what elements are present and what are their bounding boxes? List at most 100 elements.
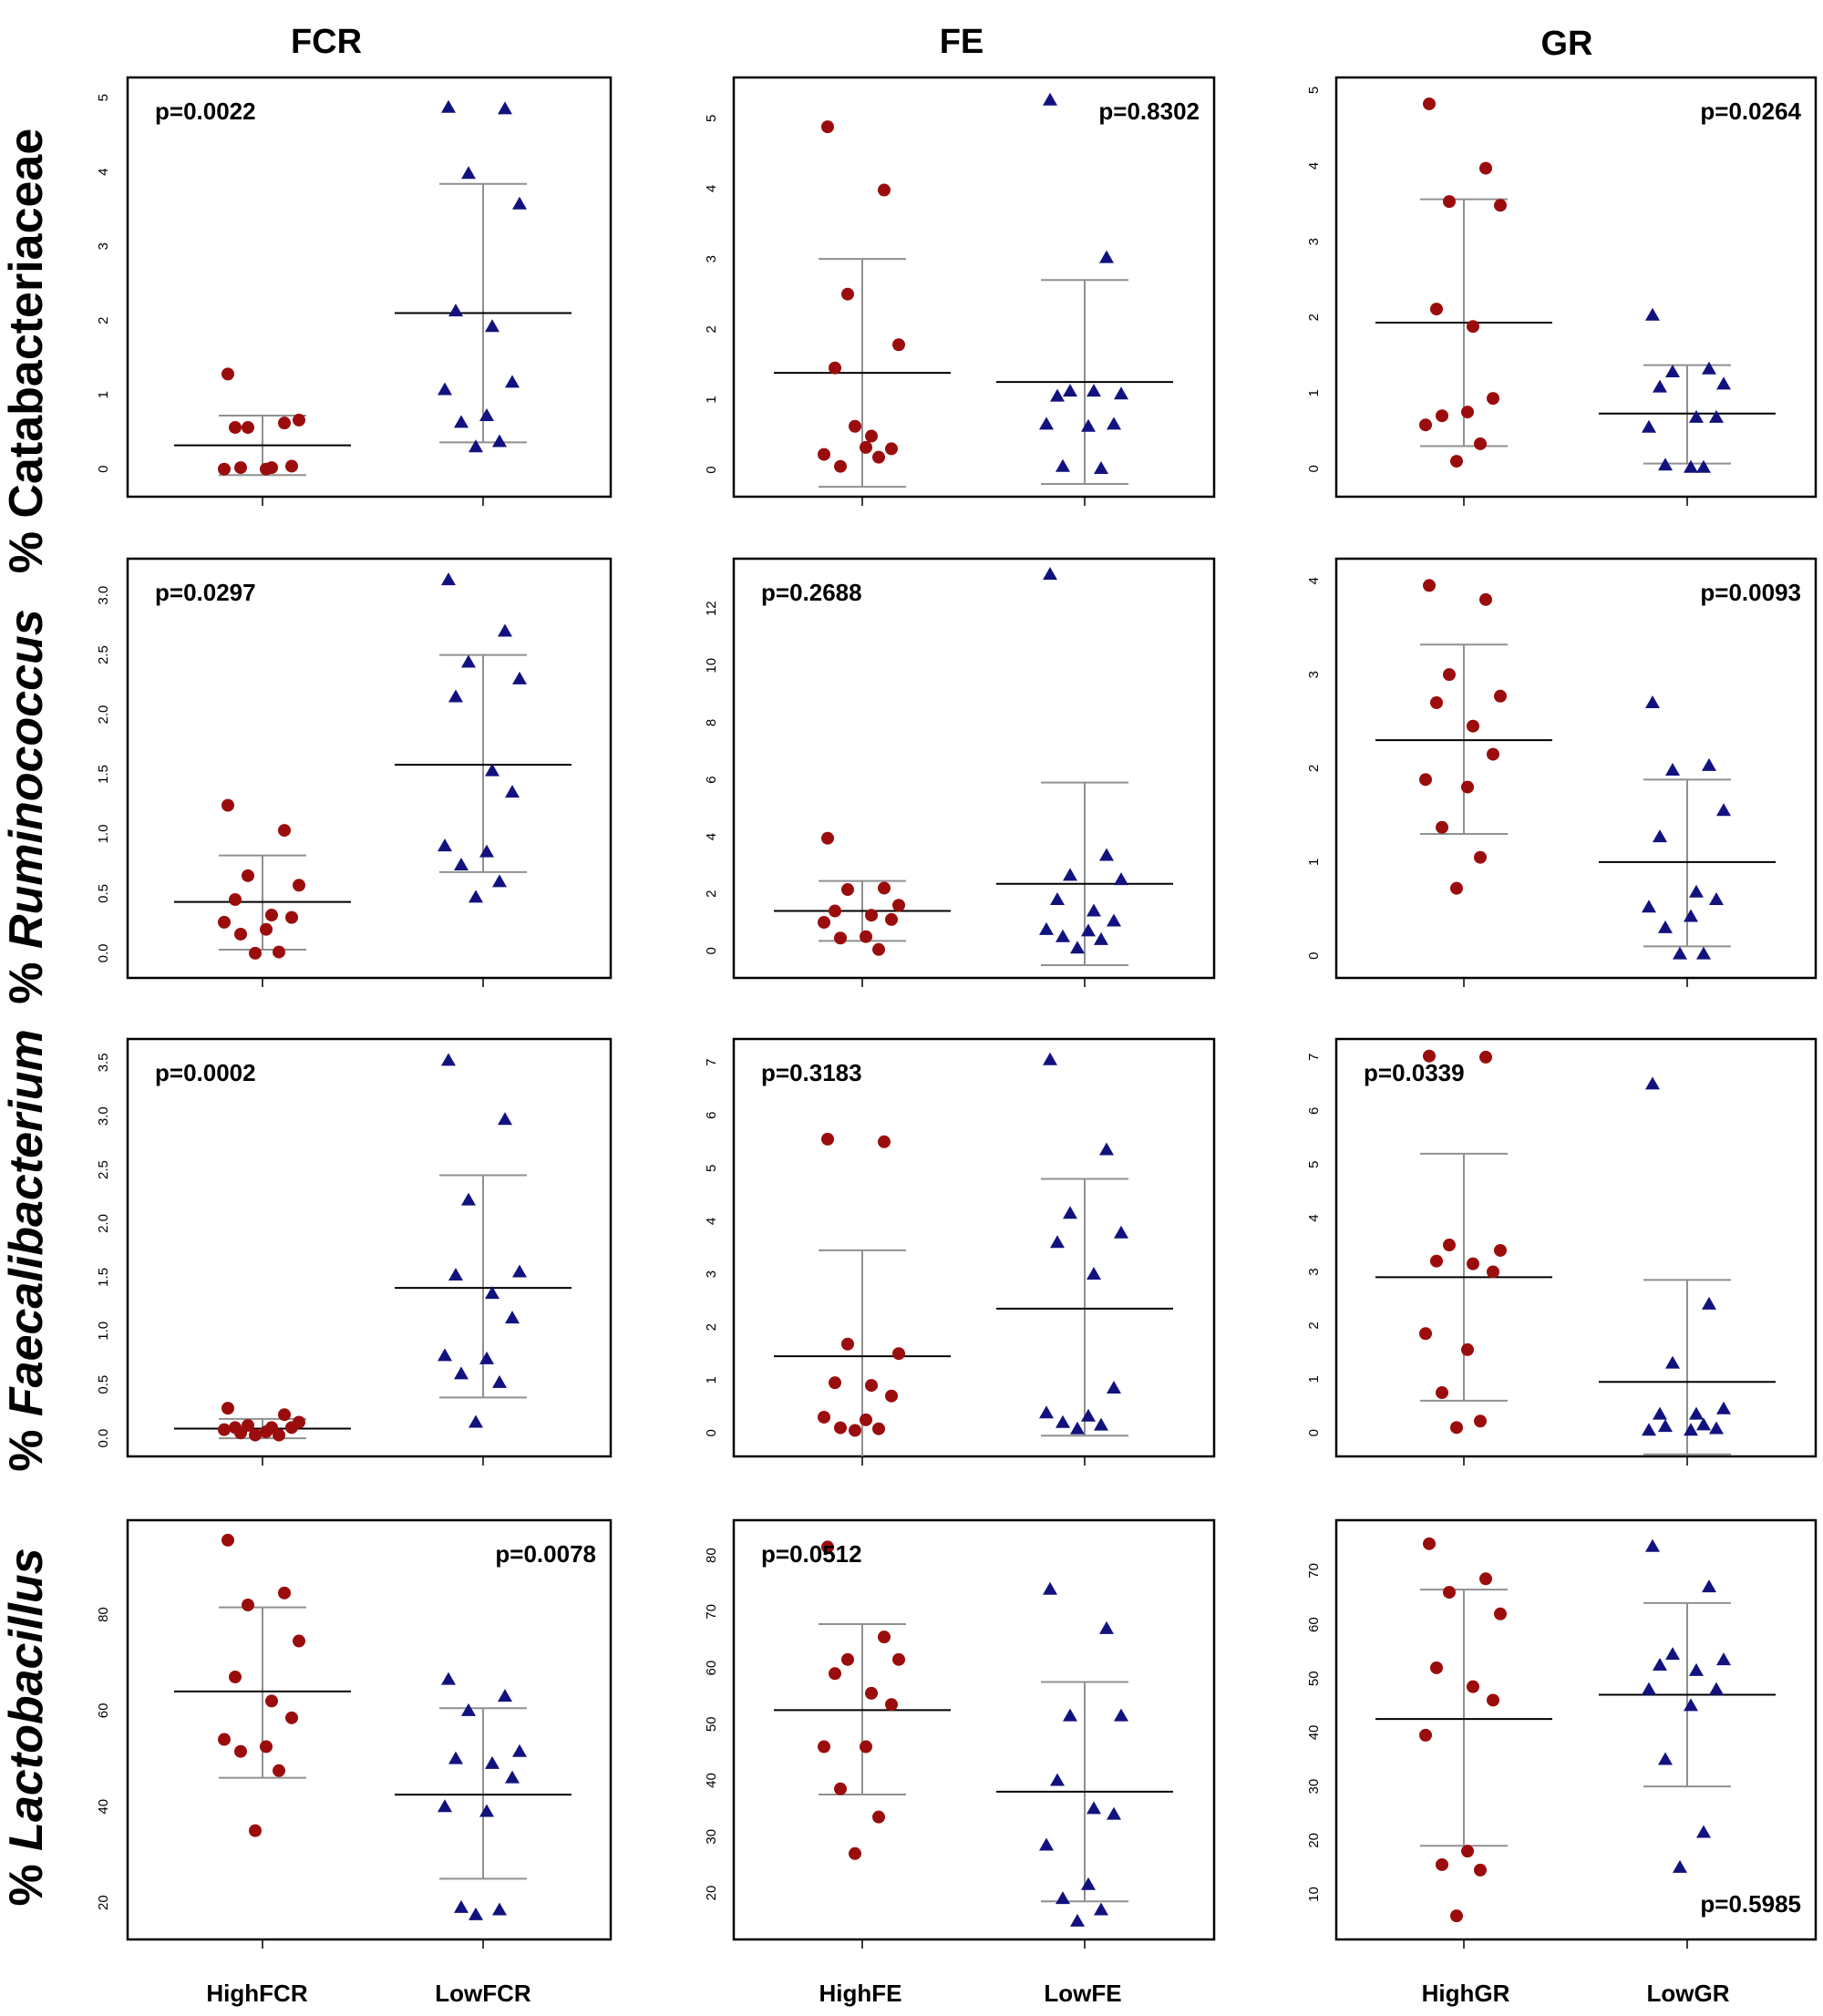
data-point bbox=[1467, 1680, 1479, 1693]
p-value-label: p=0.0093 bbox=[1700, 579, 1801, 606]
data-point bbox=[834, 931, 847, 945]
data-point bbox=[1665, 763, 1680, 777]
data-point bbox=[1461, 1342, 1474, 1356]
data-point bbox=[293, 879, 305, 892]
data-point bbox=[1099, 848, 1114, 861]
data-point bbox=[1716, 1401, 1731, 1414]
data-point bbox=[1443, 1239, 1456, 1252]
data-point bbox=[1673, 946, 1687, 960]
data-point bbox=[1696, 1825, 1711, 1838]
data-point bbox=[1430, 303, 1443, 316]
y-tick-label: 2.5 bbox=[96, 645, 111, 664]
y-tick-label: 1 bbox=[1306, 859, 1322, 866]
y-tick-label: 1.5 bbox=[96, 765, 111, 784]
data-point bbox=[469, 439, 483, 453]
data-point bbox=[234, 461, 247, 475]
data-point bbox=[892, 1652, 905, 1666]
data-point bbox=[229, 1671, 242, 1684]
data-point bbox=[1050, 892, 1065, 905]
data-point bbox=[1702, 361, 1716, 375]
data-point bbox=[1665, 365, 1680, 378]
data-point bbox=[829, 904, 841, 918]
plot-frame bbox=[126, 76, 613, 499]
data-point bbox=[1474, 850, 1487, 864]
data-point bbox=[1114, 386, 1128, 400]
data-point bbox=[1479, 1572, 1492, 1586]
data-point bbox=[1645, 1076, 1660, 1090]
column-titles: FCR FE GR bbox=[291, 23, 1593, 63]
plot-frame bbox=[732, 557, 1216, 980]
data-point bbox=[1684, 1698, 1698, 1712]
data-point bbox=[265, 1694, 278, 1708]
y-tick-label: 7 bbox=[1306, 1054, 1322, 1061]
data-point bbox=[885, 1389, 898, 1403]
data-point bbox=[249, 946, 262, 960]
data-point bbox=[1443, 1586, 1456, 1599]
group-label-lowgr: LowGR bbox=[1647, 1980, 1730, 2007]
y-tick-label: 2 bbox=[704, 325, 719, 333]
y-tick-label: 4 bbox=[96, 168, 111, 175]
data-point bbox=[1684, 1423, 1698, 1436]
data-point bbox=[1474, 1863, 1487, 1877]
data-point bbox=[860, 440, 872, 454]
y-tick-label: 20 bbox=[1306, 1833, 1322, 1848]
panel-r3-c2: 10 20 30 40 50 60 70 p=0.5985 bbox=[1306, 1518, 1818, 1949]
group-lowgr bbox=[1599, 1538, 1776, 1873]
p-value-label: p=0.2688 bbox=[761, 579, 862, 606]
data-point bbox=[1056, 1891, 1070, 1905]
data-point bbox=[1056, 458, 1070, 472]
data-point bbox=[454, 1366, 469, 1380]
data-point bbox=[865, 1686, 878, 1700]
data-point bbox=[872, 942, 885, 956]
data-point bbox=[441, 572, 456, 586]
data-point bbox=[1702, 757, 1716, 771]
data-point bbox=[249, 1824, 262, 1837]
data-point bbox=[860, 1740, 872, 1754]
data-point bbox=[885, 442, 898, 456]
y-tick-label: 3 bbox=[1306, 238, 1322, 245]
data-point bbox=[512, 1743, 527, 1757]
panel-r0-c2: 0 1 2 3 4 5 p=0.0264 bbox=[1306, 76, 1818, 506]
data-point bbox=[1081, 1877, 1096, 1890]
data-point bbox=[1063, 868, 1077, 881]
data-point bbox=[834, 1421, 847, 1435]
group-lowfcr bbox=[395, 1053, 572, 1428]
data-point bbox=[1419, 1327, 1432, 1341]
data-point bbox=[448, 303, 463, 317]
data-point bbox=[1461, 780, 1474, 794]
data-point bbox=[1702, 1296, 1716, 1310]
data-point bbox=[1039, 1837, 1054, 1851]
data-point bbox=[1494, 199, 1507, 212]
data-point bbox=[273, 1428, 285, 1442]
group-highgr bbox=[1375, 1537, 1552, 1923]
data-point bbox=[829, 1667, 841, 1681]
data-point bbox=[1450, 1421, 1463, 1435]
plot-frame bbox=[732, 1518, 1216, 1941]
data-point bbox=[1423, 1049, 1436, 1063]
data-point bbox=[872, 1810, 885, 1824]
data-point bbox=[1653, 379, 1667, 393]
y-tick-label: 0 bbox=[1306, 952, 1322, 960]
data-point bbox=[285, 910, 298, 924]
data-point bbox=[1043, 1581, 1057, 1595]
group-label-lowfe: LowFE bbox=[1044, 1980, 1121, 2007]
data-point bbox=[865, 429, 878, 443]
y-tick-label: 3 bbox=[704, 255, 719, 262]
y-tick-label: 6 bbox=[1306, 1107, 1322, 1115]
y-tick-label: 1 bbox=[1306, 389, 1322, 396]
data-point bbox=[1063, 1206, 1077, 1219]
y-tick-label: 0 bbox=[704, 947, 719, 954]
data-point bbox=[1450, 455, 1463, 468]
data-point bbox=[1696, 459, 1711, 473]
data-point bbox=[234, 1426, 247, 1440]
group-label-highfe: HighFE bbox=[819, 1980, 902, 2007]
p-value-label: p=0.0297 bbox=[155, 579, 256, 606]
data-point bbox=[1056, 929, 1070, 942]
data-point bbox=[1419, 1728, 1432, 1742]
data-point bbox=[1039, 1405, 1054, 1419]
data-point bbox=[1450, 1909, 1463, 1923]
p-value-label: p=0.0339 bbox=[1364, 1059, 1465, 1086]
data-point bbox=[1043, 92, 1057, 106]
plot-frame bbox=[1334, 1037, 1818, 1458]
